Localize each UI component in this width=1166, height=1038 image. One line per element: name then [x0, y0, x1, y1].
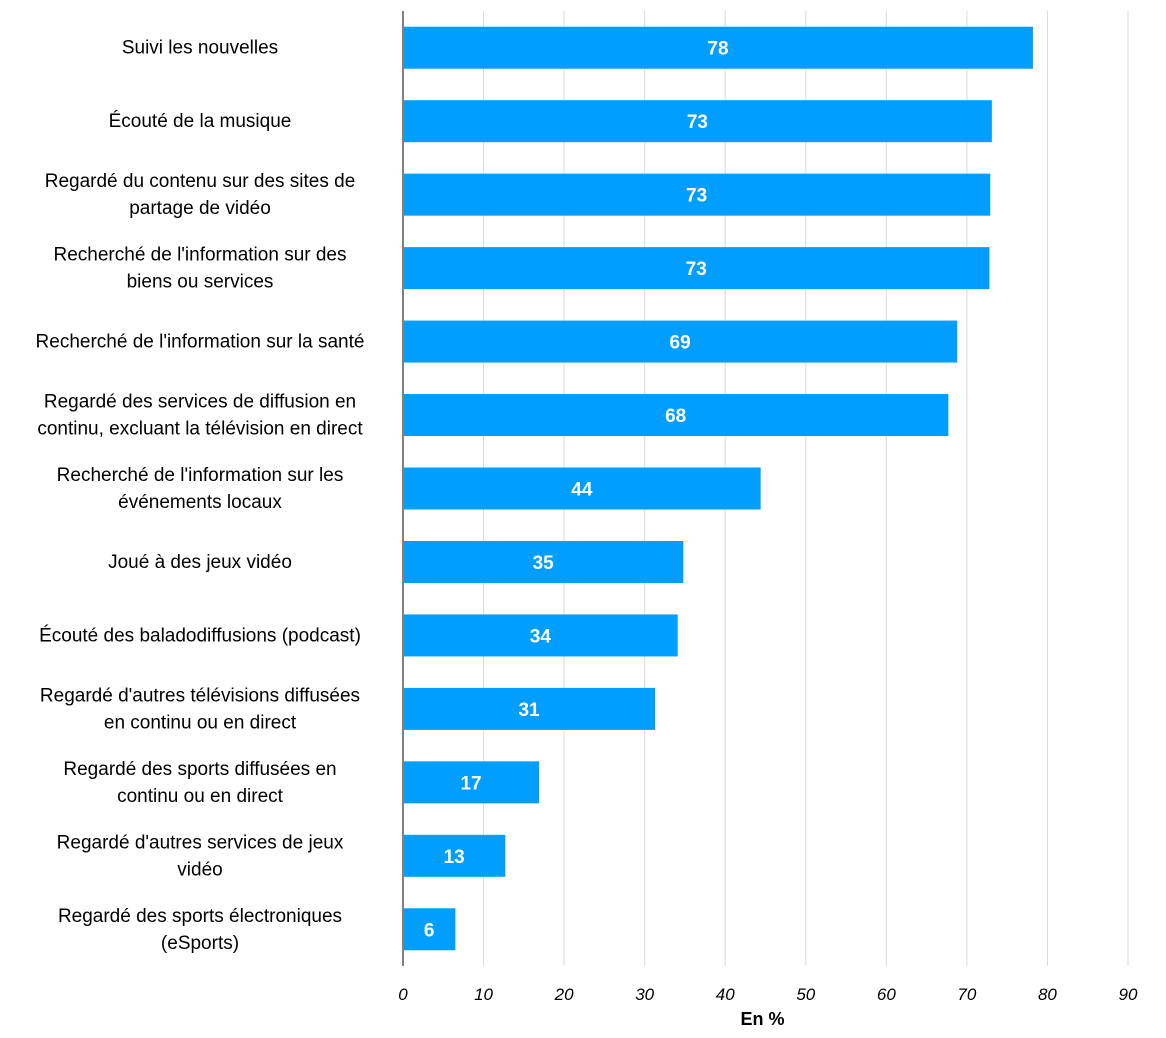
category-label: Joué à des jeux vidéo	[108, 552, 292, 573]
category-label: Regardé des sports électroniques (eSports…	[58, 906, 342, 954]
bar	[404, 761, 540, 804]
value-label: 44	[571, 480, 593, 501]
value-label: 73	[686, 186, 707, 207]
value-label: 78	[707, 39, 728, 60]
category-label: Regardé des services de diffusion en cont…	[37, 392, 363, 440]
x-tick-label: 30	[635, 985, 654, 1004]
x-tick-label: 50	[796, 985, 815, 1004]
bar	[404, 467, 761, 510]
bar	[404, 614, 678, 657]
x-tick-label: 20	[554, 985, 574, 1004]
bars	[404, 26, 1033, 951]
value-label: 73	[686, 259, 707, 280]
x-tick-label: 0	[398, 985, 408, 1004]
bar	[404, 100, 992, 143]
category-label: Regardé du contenu sur des sites de parta…	[45, 171, 356, 219]
value-label: 13	[444, 847, 465, 868]
category-label: Suivi les nouvelles	[122, 38, 278, 59]
bar	[404, 908, 456, 951]
bar	[404, 834, 506, 877]
category-label: Regardé d'autres télévisions diffusées en…	[40, 685, 360, 733]
x-tick-label: 70	[957, 985, 976, 1004]
bar	[404, 687, 656, 730]
bar	[404, 173, 991, 216]
x-axis-title: En %	[740, 1009, 784, 1029]
value-label: 35	[533, 553, 555, 574]
gridlines	[483, 11, 1129, 966]
bar	[404, 247, 990, 290]
category-labels: Suivi les nouvelles Écouté de la musique R…	[36, 38, 365, 954]
category-label: Écouté de la musique	[109, 111, 292, 132]
bar	[404, 320, 958, 363]
category-label: Regardé des sports diffusées en continu o…	[63, 759, 336, 807]
x-tick-label: 40	[716, 985, 735, 1004]
value-label: 6	[424, 920, 435, 941]
bar	[404, 26, 1033, 69]
value-label: 69	[670, 333, 691, 354]
value-label: 31	[518, 700, 540, 721]
category-label: Regardé d'autres services de jeux vidéo	[57, 832, 344, 880]
category-label: Recherché de l'information sur les événem…	[57, 465, 344, 513]
value-label: 34	[530, 626, 552, 647]
bar	[404, 394, 949, 437]
value-label: 73	[687, 112, 708, 133]
x-tick-label: 60	[877, 985, 896, 1004]
x-tick-label: 90	[1119, 985, 1138, 1004]
x-tick-label: 80	[1038, 985, 1057, 1004]
category-label: Recherché de l'information sur la santé	[36, 332, 365, 353]
value-labels: 78 73 73 73 69 68 44 35 34 31 17 13 6	[424, 39, 729, 942]
value-label: 17	[460, 773, 481, 794]
category-label: Écouté des baladodiffusions (podcast)	[39, 625, 361, 646]
value-label: 68	[665, 406, 686, 427]
category-label: Recherché de l'information sur des biens …	[54, 245, 347, 293]
x-axis-tick-labels: 0 10 20 30 40 50 60 70 80 90	[398, 985, 1138, 1004]
x-tick-label: 10	[474, 985, 493, 1004]
bar	[404, 540, 684, 583]
